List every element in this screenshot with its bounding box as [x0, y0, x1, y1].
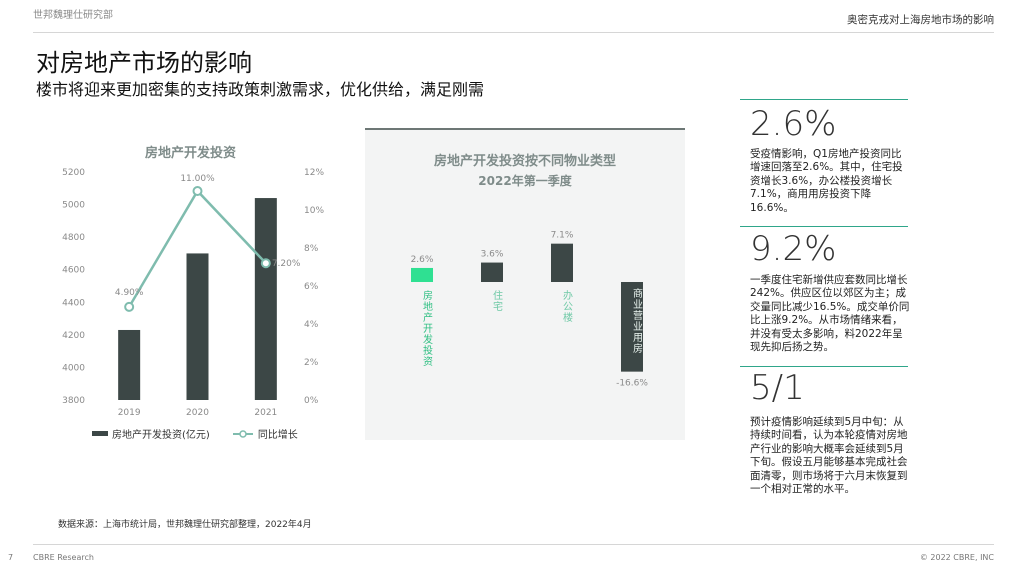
y-right-tick: 6%: [304, 282, 319, 292]
growth-label: 11.00%: [180, 174, 215, 184]
y-left-tick: 3800: [62, 396, 85, 406]
property-type-label: 住宅: [491, 289, 503, 312]
stat-value-3: 5/1: [750, 368, 805, 408]
y-right-tick: 4%: [304, 320, 319, 330]
footer-divider: [33, 544, 994, 545]
property-type-value: 7.1%: [551, 231, 574, 241]
y-left-tick: 4200: [62, 331, 85, 341]
y-left-tick: 5000: [62, 201, 85, 211]
growth-point: [260, 258, 271, 269]
growth-label: 4.90%: [115, 288, 144, 298]
stat-value-2: 9.2%: [750, 229, 837, 269]
y-right-tick: 0%: [304, 396, 319, 406]
legend-bar-label: 房地产开发投资(亿元): [112, 430, 210, 441]
y-left-tick: 4800: [62, 233, 85, 243]
growth-point: [124, 301, 135, 312]
property-type-bar: [481, 262, 503, 282]
legend-line-swatch: [232, 429, 253, 438]
chart1-legend: 房地产开发投资(亿元) 同比增长: [92, 426, 298, 441]
y-right-tick: 8%: [304, 244, 319, 254]
stat-rule-2: [740, 226, 908, 227]
footer-brand: CBRE Research: [33, 553, 94, 562]
stat-rule-3: [740, 366, 908, 367]
property-type-value: -16.6%: [616, 379, 648, 389]
y-left-tick: 4600: [62, 266, 85, 276]
legend-item-bar: 房地产开发投资(亿元): [92, 426, 210, 441]
chart2-subtitle: 2022年第一季度: [478, 174, 572, 188]
stat-rule-1: [740, 99, 908, 100]
property-type-label: 办公楼: [561, 289, 573, 323]
chart1-title: 房地产开发投资: [145, 146, 237, 161]
chart2-svg: 2.6% 3.6% 7.1% -16.6% 房地产开发投资 住宅 办公楼 商业营业用房: [411, 231, 649, 389]
stat-text-3: 预计疫情影响延续到5月中旬：从持续时间看，认为本轮疫情对房地产行业的影响大概率会…: [750, 416, 908, 496]
chart2-title: 房地产开发投资按不同物业类型: [433, 154, 616, 169]
x-tick-label: 2021: [254, 408, 277, 418]
footer-copyright: © 2022 CBRE, INC: [919, 553, 994, 562]
stat-text-1: 受疫情影响，Q1房地产投资同比增速回落至2.6%。其中，住宅投资增长3.6%，办…: [750, 148, 903, 214]
org-name: 世邦魏理仕研究部: [33, 10, 113, 21]
y-left-tick: 5200: [62, 168, 85, 178]
y-right-tick: 10%: [304, 206, 324, 216]
x-tick-label: 2020: [186, 408, 209, 418]
property-type-label: 房地产开发投资: [421, 289, 433, 367]
header-divider: [33, 32, 994, 33]
y-right-tick: 2%: [304, 358, 319, 368]
investment-bar: [254, 198, 277, 400]
page-subtitle: 楼市将迎来更加密集的支持政策刺激需求，优化供给，满足刚需: [36, 80, 485, 99]
growth-label: 7.20%: [272, 259, 301, 269]
y-left-tick: 4400: [62, 298, 85, 308]
property-type-bar: [551, 243, 573, 282]
source-note: 数据来源：上海市统计局，世邦魏理仕研究部整理，2022年4月: [58, 520, 312, 530]
chart1-svg: 3800 4000 4200 4400 4600 4800 5000 5200 0% 2% 4% 6…: [62, 168, 324, 418]
y-left-tick: 4000: [62, 363, 85, 373]
report-topic: 奥密克戎对上海房地市场的影响: [847, 14, 994, 26]
property-type-bar: [621, 282, 643, 372]
stat-value-1: 2.6%: [750, 104, 837, 144]
investment-bar: [118, 329, 141, 400]
legend-item-line: 同比增长: [232, 426, 298, 441]
growth-point: [192, 186, 203, 196]
investment-bar: [186, 253, 209, 400]
property-type-value: 2.6%: [411, 255, 434, 265]
y-right-tick: 12%: [304, 168, 324, 178]
property-type-value: 3.6%: [481, 250, 504, 260]
property-type-label: 商业营业用房: [631, 287, 643, 354]
property-type-bar: [411, 267, 433, 282]
page-title: 对房地产市场的影响: [36, 49, 252, 77]
legend-line-label: 同比增长: [257, 430, 298, 441]
stat-text-2: 一季度住宅新增供应套数同比增长242%。供应区位以郊区为主；成交量同比减少16.…: [750, 274, 910, 354]
x-tick-label: 2019: [118, 408, 141, 418]
legend-bar-swatch: [92, 431, 108, 436]
page-number: 7: [8, 553, 14, 562]
